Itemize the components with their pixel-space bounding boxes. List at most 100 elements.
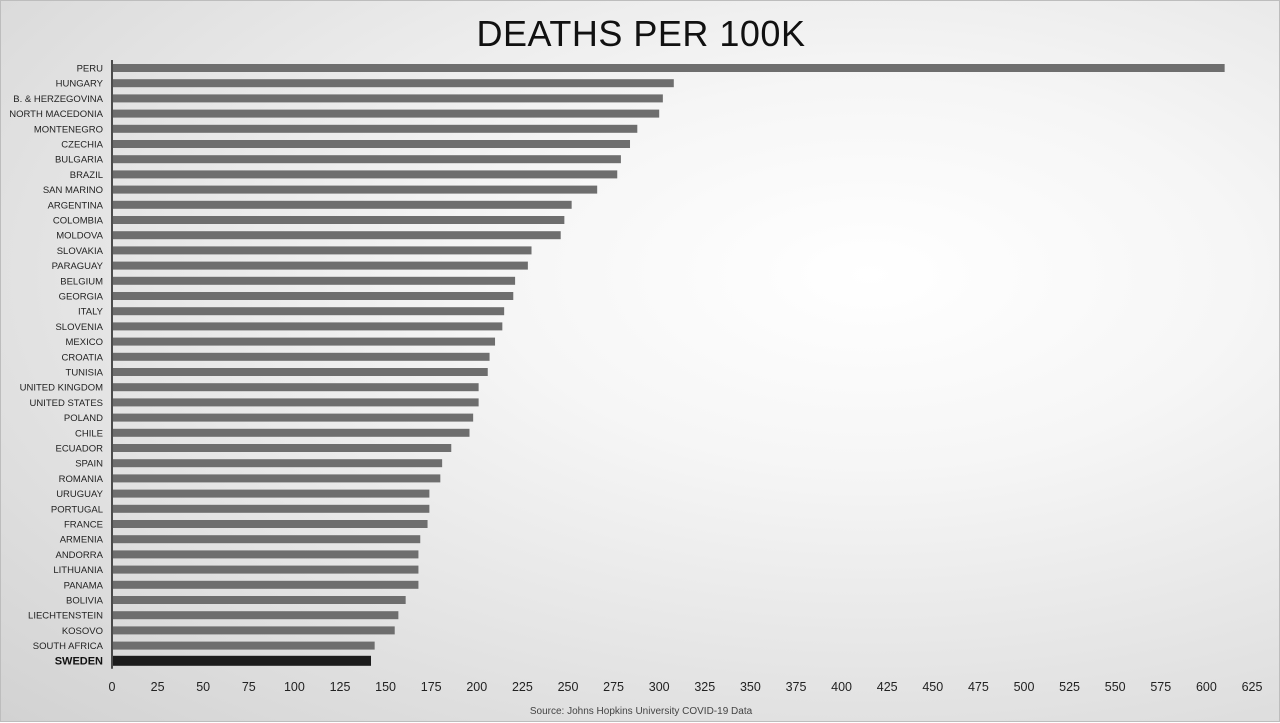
category-label: SAN MARINO <box>43 185 103 196</box>
bar-portugal <box>113 504 430 513</box>
bar-montenegro <box>113 124 638 133</box>
bar-georgia <box>113 292 514 300</box>
bar-france <box>113 520 428 528</box>
bar-kosovo <box>113 626 395 635</box>
category-label: PANAMA <box>64 580 104 591</box>
category-label: SOUTH AFRICA <box>33 641 104 652</box>
bar-paraguay <box>113 261 528 270</box>
bar-united-kingdom <box>113 383 479 392</box>
x-tick-label: 550 <box>1105 680 1126 694</box>
category-label: ARGENTINA <box>48 200 104 211</box>
category-label: URUGUAY <box>56 489 103 500</box>
category-label: BOLIVIA <box>66 596 104 607</box>
bar-moldova <box>113 231 561 240</box>
bar-spain <box>113 459 443 468</box>
bar-bulgaria <box>113 155 621 164</box>
category-label: LIECHTENSTEIN <box>28 611 103 622</box>
category-label: ECUADOR <box>55 444 103 455</box>
bar-argentina <box>113 200 572 209</box>
category-label: POLAND <box>64 413 103 424</box>
category-label: FRANCE <box>64 520 103 531</box>
x-tick-label: 25 <box>151 680 165 694</box>
category-label: SWEDEN <box>55 655 103 667</box>
bar-mexico <box>113 337 496 346</box>
category-label: MEXICO <box>66 337 103 348</box>
bar-romania <box>113 474 441 483</box>
bar-peru <box>113 64 1225 72</box>
category-label: KOSOVO <box>62 626 103 637</box>
source-note: Source: Johns Hopkins University COVID-1… <box>529 706 753 717</box>
bar-brazil <box>113 170 618 179</box>
bar-b-herzegovina <box>113 94 663 103</box>
bar-united-states <box>113 398 479 407</box>
bar-south-africa <box>113 641 375 650</box>
category-label: CHILE <box>75 428 103 439</box>
category-label: TUNISIA <box>66 368 104 379</box>
x-tick-label: 275 <box>603 680 624 694</box>
category-label: MOLDOVA <box>56 231 103 242</box>
category-label: ITALY <box>78 307 104 318</box>
bar-poland <box>113 413 474 422</box>
category-label: CZECHIA <box>61 140 103 151</box>
x-tick-label: 450 <box>922 680 943 694</box>
category-label: COLOMBIA <box>53 216 104 227</box>
category-label: PARAGUAY <box>52 261 104 272</box>
bar-armenia <box>113 535 421 544</box>
x-tick-label: 375 <box>786 680 807 694</box>
bar-andorra <box>113 550 419 559</box>
bar-belgium <box>113 276 516 285</box>
bar-bolivia <box>113 596 406 604</box>
category-label: CROATIA <box>61 352 103 363</box>
x-tick-label: 250 <box>558 680 579 694</box>
x-tick-label: 350 <box>740 680 761 694</box>
bar-colombia <box>113 216 565 224</box>
x-tick-label: 400 <box>831 680 852 694</box>
bar-lithuania <box>113 565 419 574</box>
x-tick-label: 525 <box>1059 680 1080 694</box>
category-label: SPAIN <box>75 459 103 470</box>
category-label: ROMANIA <box>59 474 104 485</box>
category-label: LITHUANIA <box>53 565 103 576</box>
x-tick-label: 125 <box>330 680 351 694</box>
bar-czechia <box>113 140 631 148</box>
x-tick-label: 500 <box>1014 680 1035 694</box>
bar-san-marino <box>113 185 598 194</box>
bar-ecuador <box>113 444 452 452</box>
category-label: PORTUGAL <box>51 504 103 515</box>
x-tick-label: 575 <box>1150 680 1171 694</box>
category-label: B. & HERZEGOVINA <box>13 94 103 105</box>
category-label: UNITED STATES <box>29 398 103 409</box>
category-label: BULGARIA <box>55 155 104 166</box>
bar-hungary <box>113 79 674 88</box>
x-tick-label: 600 <box>1196 680 1217 694</box>
x-tick-label: 625 <box>1242 680 1263 694</box>
x-tick-label: 325 <box>694 680 715 694</box>
bar-slovakia <box>113 246 532 255</box>
x-tick-label: 175 <box>421 680 442 694</box>
category-label: MONTENEGRO <box>34 124 103 135</box>
x-tick-label: 475 <box>968 680 989 694</box>
category-label: PERU <box>77 64 104 75</box>
category-label: ANDORRA <box>55 550 103 561</box>
bar-italy <box>113 307 505 316</box>
category-label: NORTH MACEDONIA <box>9 109 103 120</box>
bar-liechtenstein <box>113 611 399 620</box>
bar-slovenia <box>113 322 503 331</box>
bar-chile <box>113 428 470 437</box>
x-tick-label: 0 <box>109 680 116 694</box>
x-tick-label: 150 <box>375 680 396 694</box>
bar-panama <box>113 580 419 589</box>
chart-title: DEATHS PER 100K <box>476 13 806 54</box>
category-label: SLOVENIA <box>55 322 103 333</box>
bar-north-macedonia <box>113 109 660 118</box>
bar-tunisia <box>113 368 488 376</box>
x-tick-label: 425 <box>877 680 898 694</box>
category-label: BELGIUM <box>60 276 103 287</box>
x-tick-label: 200 <box>466 680 487 694</box>
category-label: GEORGIA <box>59 292 104 303</box>
x-tick-label: 300 <box>649 680 670 694</box>
x-tick-label: 225 <box>512 680 533 694</box>
x-tick-label: 75 <box>242 680 256 694</box>
